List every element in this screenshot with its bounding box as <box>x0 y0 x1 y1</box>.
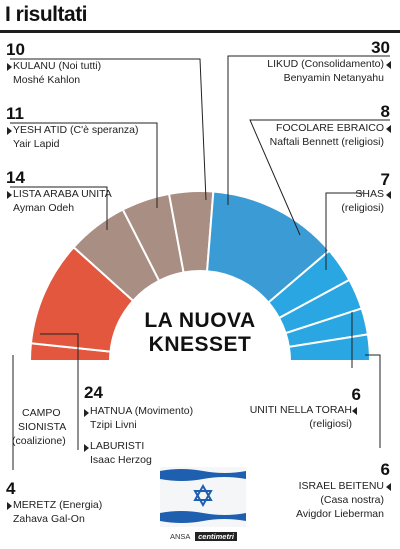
arrow-icon <box>7 63 12 71</box>
lista-araba-seats: 14 <box>6 168 25 187</box>
page-title: I risultati <box>5 3 88 26</box>
focolare-name: FOCOLARE EBRAICO <box>276 122 384 134</box>
footer-credit: ANSA centimetri <box>170 532 237 541</box>
arrow-icon <box>84 444 89 452</box>
hatnua-leader: Tzipi Livni <box>90 419 137 431</box>
leader-line-kulanu <box>10 58 207 201</box>
meretz-leader: Zahava Gal-On <box>13 513 85 525</box>
footer-agency: ANSA <box>170 532 191 541</box>
yesh-atid-seats: 11 <box>6 104 24 123</box>
likud-seats: 30 <box>371 38 390 57</box>
focolare-seats: 8 <box>380 102 390 121</box>
leader-line-yesh-atid <box>10 122 158 208</box>
kulanu-leader: Moshé Kahlon <box>13 74 81 86</box>
israel-name: ISRAEL BEITENU <box>298 480 384 492</box>
leader-line-focolare <box>249 119 390 236</box>
leader-line-lista-araba <box>10 186 108 230</box>
israel-note: (Casa nostra) <box>320 494 384 506</box>
chart-center-hole <box>110 271 290 361</box>
arrow-icon <box>84 409 89 417</box>
header-rule <box>0 30 400 33</box>
leader-line-campo <box>40 333 79 400</box>
leader-lines <box>10 55 390 470</box>
campo-seats: 24 <box>84 383 103 402</box>
arrow-icon <box>7 502 12 510</box>
arrow-icon <box>352 407 357 415</box>
footer-logo: centimetri <box>195 532 237 541</box>
israel-leader: Avigdor Lieberman <box>296 508 384 520</box>
laburisti-leader: Isaac Herzog <box>90 454 152 466</box>
israel-flag-icon <box>160 467 246 527</box>
arrow-icon <box>7 191 12 199</box>
leader-line-israel <box>365 354 381 448</box>
uniti-name: UNITI NELLA TORAH <box>249 404 352 416</box>
arrow-icon <box>7 127 12 135</box>
yesh-atid-name: YESH ATID (C'è speranza) <box>13 124 139 136</box>
uniti-seats: 6 <box>351 385 361 404</box>
lista-araba-leader: Ayman Odeh <box>13 202 75 214</box>
arrow-icon <box>386 61 391 69</box>
campo-group-line-1: CAMPO <box>22 407 61 419</box>
center-line-1: LA NUOVA <box>144 309 256 332</box>
israel-seats: 6 <box>380 460 390 479</box>
center-line-2: KNESSET <box>148 333 252 356</box>
kulanu-seats: 10 <box>6 40 25 59</box>
uniti-note: (religiosi) <box>309 418 352 430</box>
arrow-icon <box>386 125 391 133</box>
campo-group-line-2: SIONISTA <box>18 421 67 433</box>
chart-center-title: LA NUOVA KNESSET <box>110 309 290 357</box>
arrow-icon <box>386 191 391 199</box>
shas-seats: 7 <box>380 170 390 189</box>
likud-leader: Benyamin Netanyahu <box>283 72 384 84</box>
lista-araba-name: LISTA ARABA UNITA <box>13 188 112 200</box>
laburisti-name: LABURISTI <box>90 440 145 452</box>
kulanu-name: KULANU (Noi tutti) <box>13 60 102 72</box>
yesh-atid-leader: Yair Lapid <box>13 138 60 150</box>
hatnua-name: HATNUA (Movimento) <box>90 405 194 417</box>
meretz-name: MERETZ (Energia) <box>13 499 103 511</box>
chart-slices <box>28 190 372 362</box>
shas-name: SHAS <box>355 188 384 200</box>
header-bar: I risultati <box>0 0 400 33</box>
campo-group-line-3: (coalizione) <box>12 435 66 447</box>
focolare-leader: Naftali Bennett (religiosi) <box>269 136 384 148</box>
shas-note: (religiosi) <box>341 202 384 214</box>
meretz-seats: 4 <box>6 479 16 498</box>
likud-name: LIKUD (Consolidamento) <box>267 58 384 70</box>
arrow-icon <box>386 483 391 491</box>
leader-line-likud <box>227 55 390 205</box>
leader-line-shas <box>325 192 363 270</box>
